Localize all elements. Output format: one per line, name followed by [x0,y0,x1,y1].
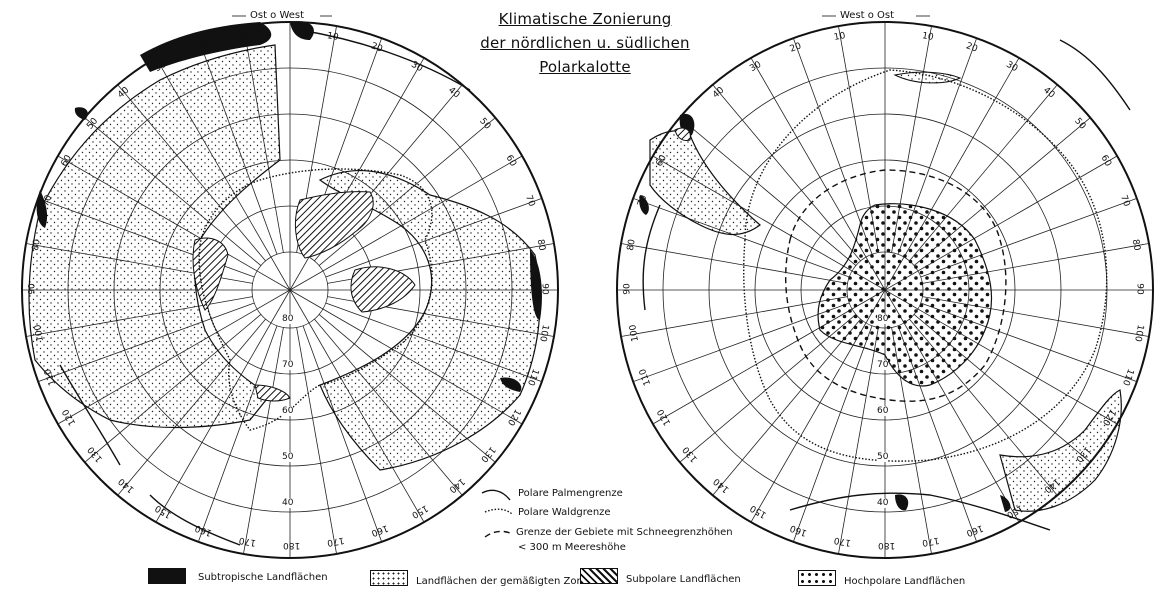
north-forest-line [198,168,433,431]
south-meridian [792,38,873,255]
south-longitude-label: 90 [622,283,633,295]
key-palm-swatch [481,489,511,501]
legend-subtropical-swatch [148,568,186,584]
north-longitude-label: 10 [326,30,340,43]
line-key [481,489,513,538]
south-meridian [679,117,857,266]
north-meridian [243,327,284,554]
north-subpolar-land [192,191,416,402]
south-meridian [621,243,848,284]
north-latitude-label: 50 [282,452,294,462]
legend-highpolar-swatch [798,570,836,586]
south-polar-map [616,21,1154,559]
north-meridian [296,327,337,554]
south-latitude-label: 80 [877,314,889,324]
south-meridian [712,84,861,262]
north-meridian [197,325,278,542]
north-latitude-label: 40 [282,498,294,508]
map-title-line3: Polarkalotte [539,58,631,76]
north-temperate-land [28,44,541,471]
legend-subpolar-swatch [580,568,618,584]
north-latitude-label: 80 [282,314,294,324]
south-east-temperate-land-2 [893,71,962,84]
north-subtropical-land [36,21,542,392]
legend-subpolar-label: Subpolare Landflächen [626,574,741,585]
south-meridian [712,318,861,496]
key-forest-swatch [484,508,513,515]
south-latitude-label: 40 [877,498,889,508]
south-longitude-label: 80 [625,238,638,252]
map-title-line2: der nördlichen u. südlichen [480,34,690,52]
north-meridian [302,325,383,542]
south-longitude-label: 180 [878,540,896,550]
south-meridian [621,296,848,337]
map-title-line1: Klimatische Zonierung [498,10,672,28]
legend-temperate-swatch [370,570,408,586]
north-longitude-label: 80 [30,238,43,252]
south-longitude-label: 90 [1134,283,1145,295]
south-meridian [633,302,850,383]
south-meridian [633,197,850,278]
north-longitude-label: 80 [534,238,547,252]
antarctica-highpolar-land [817,203,993,387]
south-longitude-label: 10 [921,30,935,43]
south-longitude-label: 80 [1129,238,1142,252]
south-snow-line [784,169,1007,402]
north-longitude-label: 10 [237,30,251,43]
south-latitude-label: 70 [877,360,889,370]
south-west-ost-label: West o Ost [840,10,895,21]
key-snow-swatch [484,530,511,538]
south-east-temperate-land [999,389,1122,512]
legend-temperate-label: Landflächen der gemäßigten Zone [416,576,589,587]
south-longitude-label: 10 [832,30,846,43]
north-latitude-label: 60 [282,406,294,416]
south-meridian [679,314,857,463]
north-latitude-label: 70 [282,360,294,370]
key-snow-label-2: < 300 m Meereshöhe [518,542,626,553]
key-snow-label-1: Grenze der Gebiete mit Schneegrenzhöhen [516,527,733,538]
south-latitude-label: 50 [877,452,889,462]
south-latitude-label: 60 [877,406,889,416]
north-longitude-label: 90 [27,283,38,295]
legend-highpolar-label: Hochpolare Landflächen [844,576,966,587]
legend-subtropical-label: Subtropische Landflächen [198,572,328,583]
north-palm-line [59,29,471,546]
north-longitude-label: 180 [283,540,301,550]
north-polar-map [21,21,559,559]
south-palm-line [642,39,1131,531]
north-ost-west-label: Ost o West [250,10,305,21]
south-meridian [838,327,879,554]
key-palm-label: Polare Palmengrenze [518,488,623,499]
north-longitude-label: 90 [539,283,550,295]
key-forest-label: Polare Waldgrenze [518,507,611,518]
south-subpolar-land [674,127,691,141]
